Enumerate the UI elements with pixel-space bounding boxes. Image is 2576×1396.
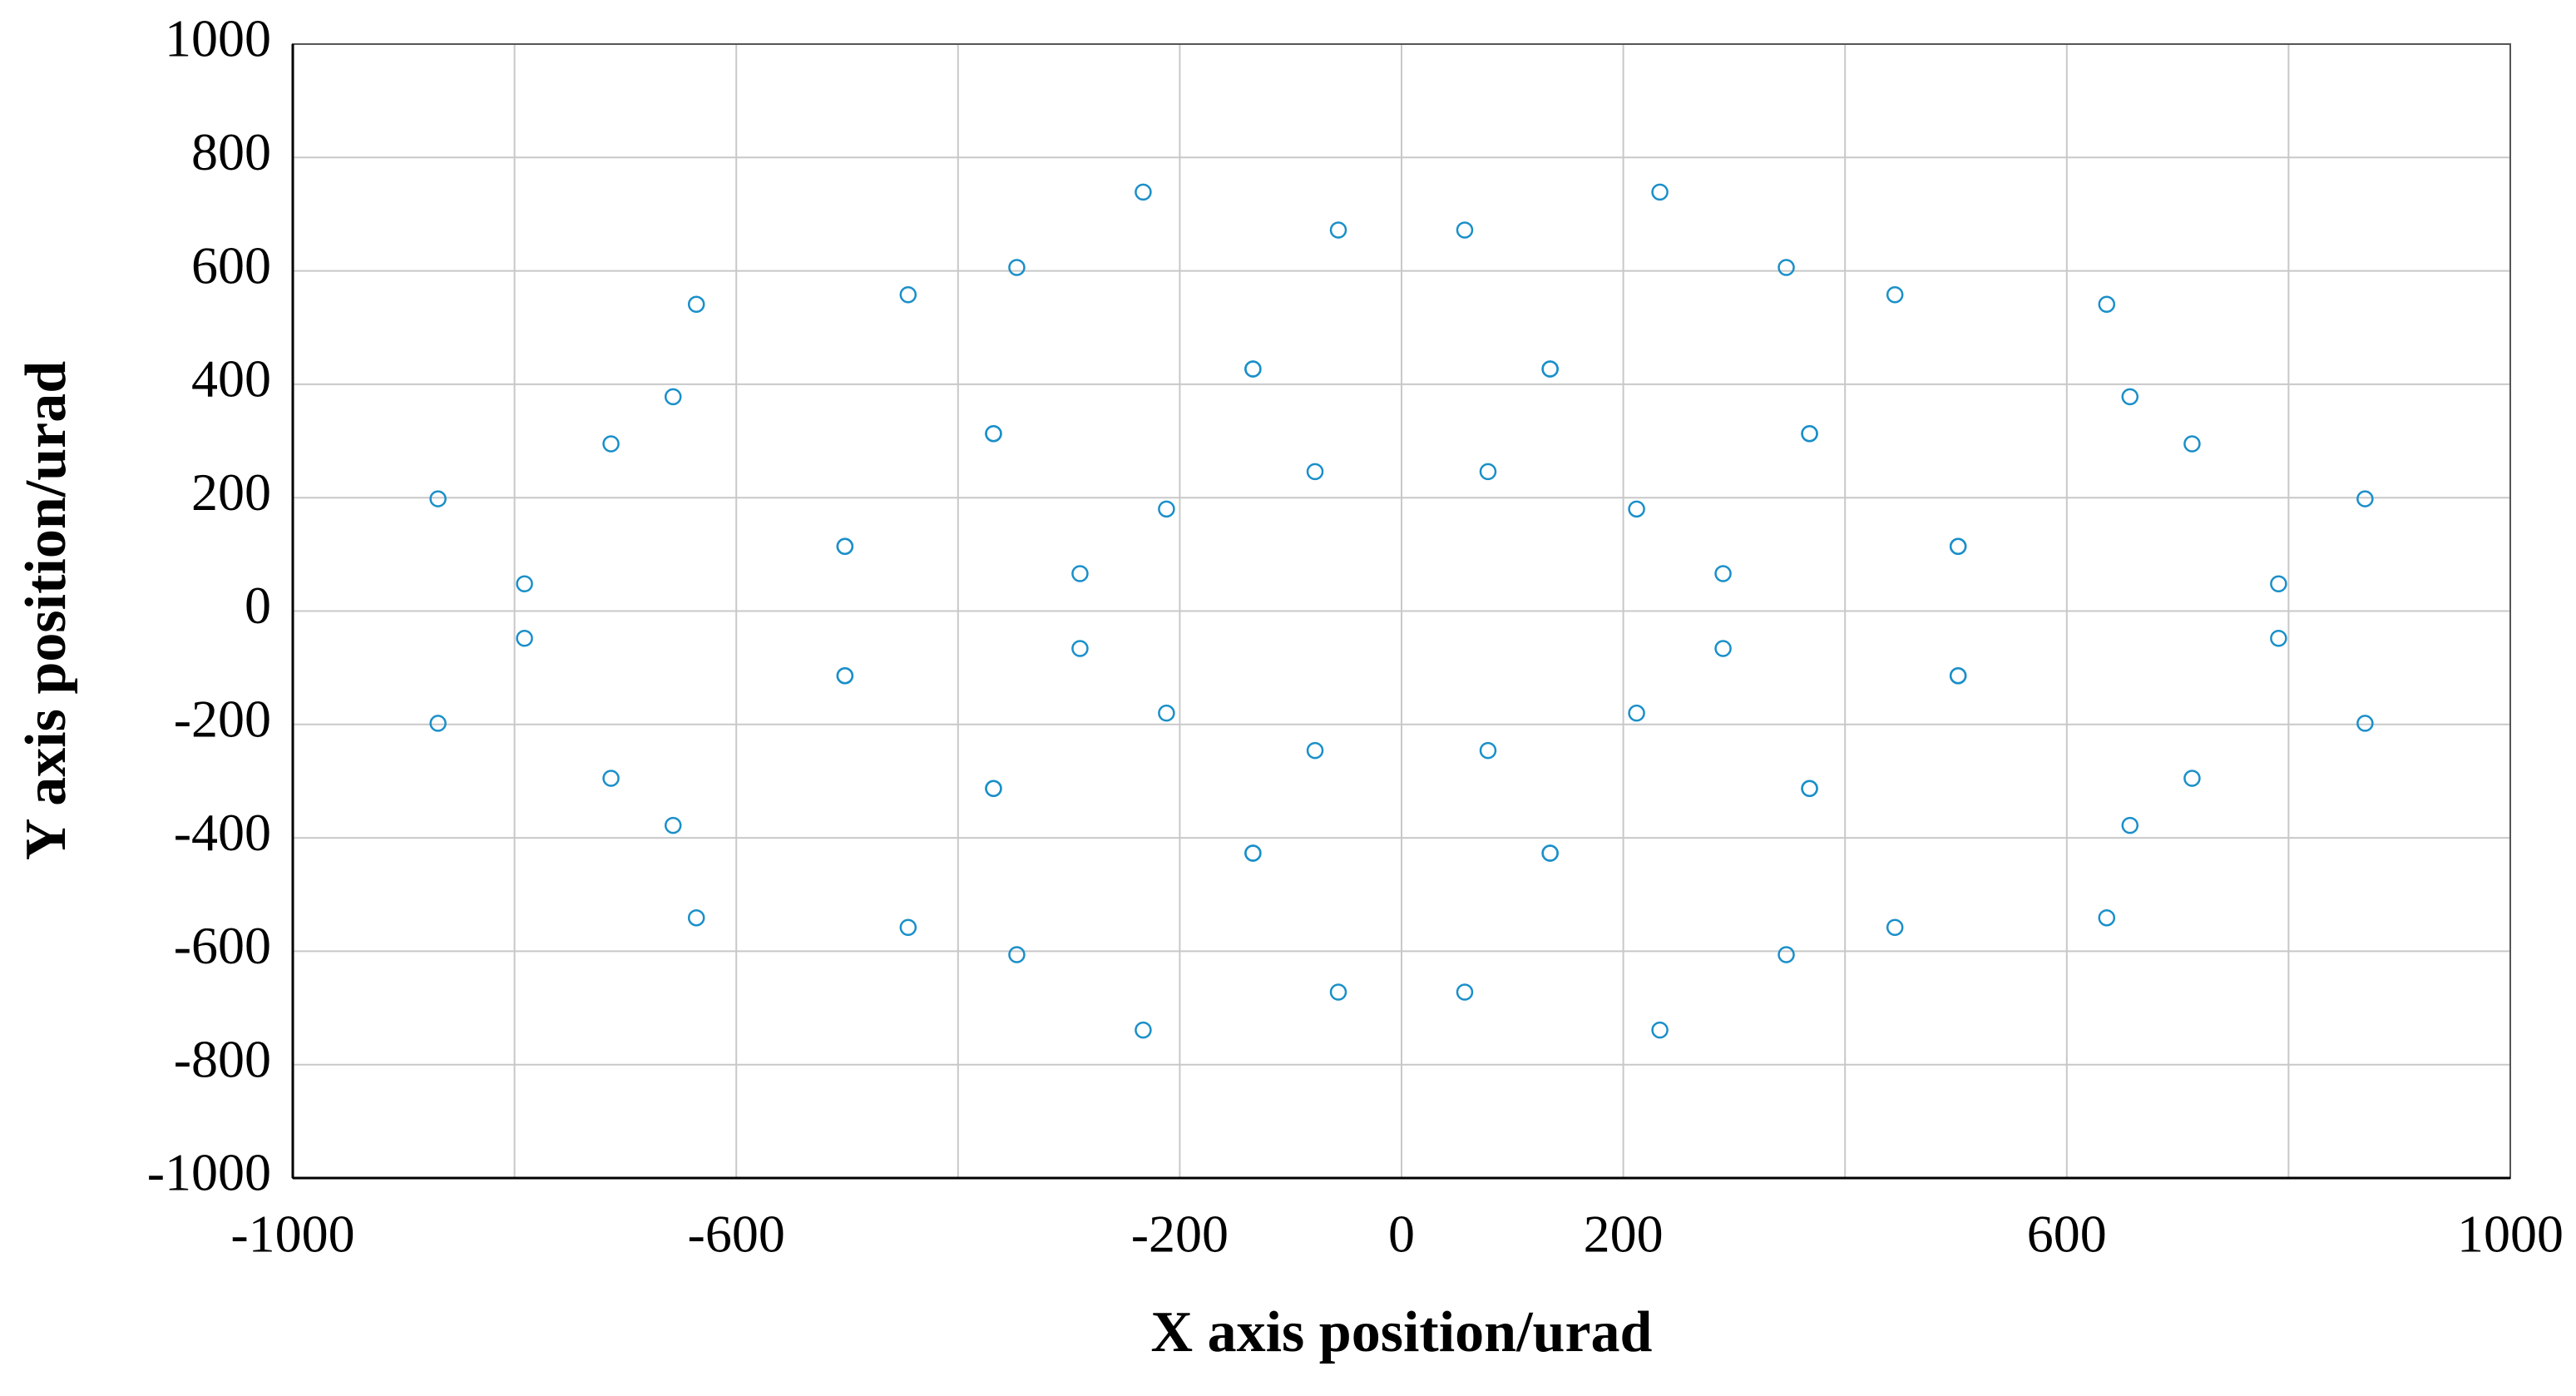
scatter-point [1306, 463, 1324, 481]
scatter-point [429, 715, 447, 732]
y-tick-label: 200 [191, 463, 271, 522]
scatter-point [985, 780, 1002, 798]
scatter-point [1329, 221, 1347, 239]
scatter-point [516, 629, 533, 647]
scatter-point [664, 388, 682, 406]
scatter-point [1801, 780, 1818, 798]
scatter-point [1541, 360, 1559, 378]
y-tick-label: -400 [174, 803, 271, 862]
x-tick-label: 0 [1388, 1205, 1415, 1264]
scatter-point [1158, 500, 1175, 518]
scatter-point [1949, 666, 1967, 685]
scatter-point [1479, 741, 1497, 760]
scatter-point [1651, 1021, 1669, 1039]
scatter-point [1158, 704, 1175, 722]
scatter-point [2183, 770, 2201, 787]
y-tick-label: 600 [191, 235, 271, 295]
y-tick-label: -1000 [147, 1143, 271, 1202]
scatter-point [602, 770, 620, 787]
scatter-point [1541, 844, 1559, 862]
x-tick-label: -200 [1131, 1205, 1229, 1264]
x-tick-label: -600 [688, 1205, 785, 1264]
scatter-point [1949, 537, 1967, 556]
x-tick-label: 1000 [2457, 1205, 2564, 1264]
scatter-point [1244, 844, 1262, 862]
scatter-point [1329, 983, 1347, 1001]
scatter-point [1628, 704, 1645, 722]
scatter-point [1651, 183, 1669, 201]
scatter-point [2121, 816, 2139, 834]
scatter-point [2356, 715, 2374, 732]
scatter-point [1008, 259, 1026, 276]
scatter-point [1801, 424, 1818, 443]
scatter-point [664, 816, 682, 834]
y-tick-label: 800 [191, 122, 271, 181]
scatter-point [2270, 629, 2287, 647]
x-tick-label: 600 [2027, 1205, 2107, 1264]
scatter-point [1306, 741, 1324, 760]
scatter-point [687, 908, 705, 927]
y-tick-label: -800 [174, 1029, 271, 1088]
scatter-point [1071, 640, 1089, 657]
y-tick-label: 400 [191, 349, 271, 408]
scatter-point [836, 666, 854, 685]
scatter-point [1886, 285, 1904, 304]
x-tick-label: -1000 [230, 1205, 354, 1264]
y-tick-label: -200 [174, 689, 271, 748]
scatter-point [2270, 575, 2287, 593]
scatter-point [687, 295, 705, 314]
scatter-point [836, 537, 854, 556]
scatter-point [2098, 295, 2116, 314]
scatter-point [1456, 221, 1474, 239]
scatter-point [985, 424, 1002, 443]
y-tick-label: -600 [174, 916, 271, 975]
scatter-point [2356, 490, 2374, 507]
scatter-point [899, 285, 917, 304]
scatter-point [899, 918, 917, 937]
scatter-point [1886, 918, 1904, 937]
scatter-point [1008, 946, 1026, 963]
scatter-point [1071, 565, 1089, 582]
scatter-point [1244, 360, 1262, 378]
scatter-point [516, 575, 533, 593]
scatter-point [429, 490, 447, 507]
x-tick-label: 200 [1584, 1205, 1664, 1264]
y-tick-label: 1000 [165, 9, 271, 68]
x-axis-title: X axis position/urad [1151, 1300, 1653, 1364]
scatter-point [2098, 908, 2116, 927]
scatter-point [1135, 1021, 1152, 1039]
y-tick-label: 0 [245, 576, 271, 635]
scatter-point [2183, 435, 2201, 453]
scatter-point [1777, 259, 1795, 276]
scatter-point [1479, 463, 1497, 481]
scatter-point [1714, 565, 1732, 582]
scatter-point [1777, 946, 1795, 963]
scatter-point [1135, 183, 1152, 201]
scatter-point [2121, 388, 2139, 406]
y-axis-title: Y axis position/urad [14, 361, 78, 860]
scatter-point [1714, 640, 1732, 657]
scatter-point [1456, 983, 1474, 1001]
scatter-point [1628, 500, 1645, 518]
scatter-point [602, 435, 620, 453]
